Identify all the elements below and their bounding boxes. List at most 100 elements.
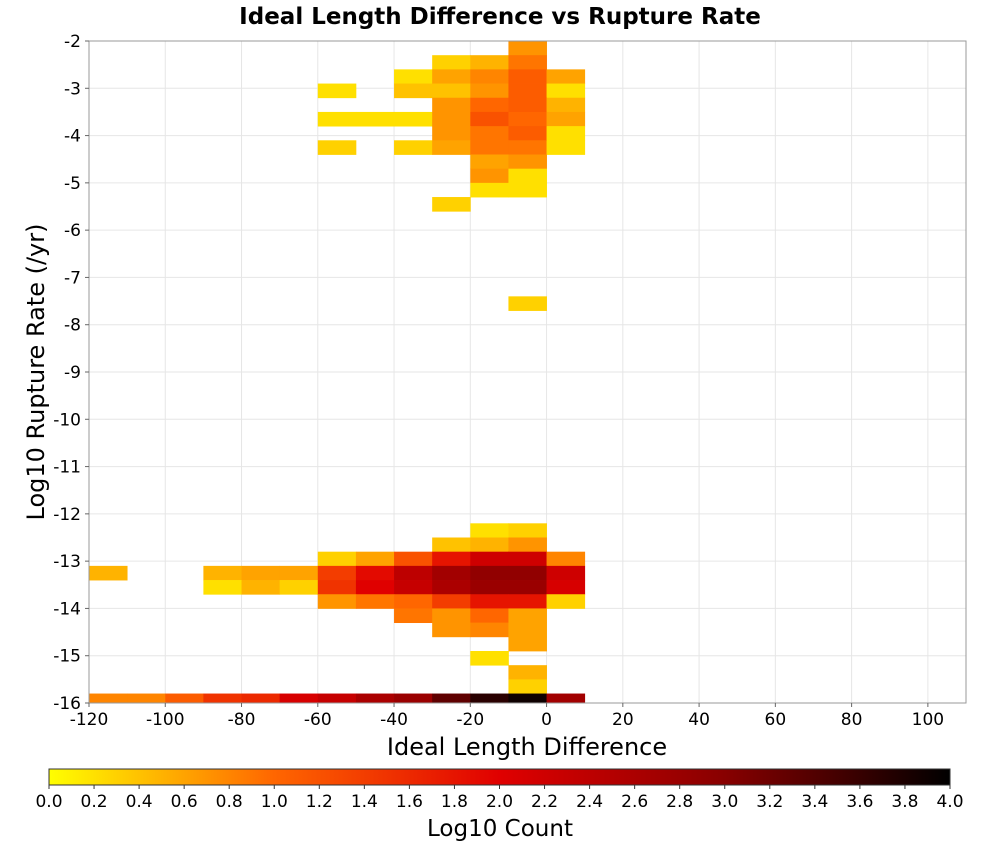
heatmap-cell <box>546 69 586 84</box>
heatmap-cell <box>470 565 509 581</box>
y-tick-label: -10 <box>53 410 81 430</box>
y-tick-label: -6 <box>64 221 81 241</box>
heatmap-cell <box>470 650 509 666</box>
heatmap-cell <box>546 97 586 113</box>
heatmap-cell <box>546 565 586 581</box>
x-tick-label: 40 <box>688 710 710 730</box>
heatmap-cell <box>508 140 547 155</box>
heatmap-cell <box>508 41 547 56</box>
heatmap-cell <box>317 83 357 99</box>
colorbar-tick-label: 3.4 <box>801 792 828 812</box>
heatmap-cell <box>508 126 547 141</box>
heatmap-cell <box>432 608 471 624</box>
heatmap-cell <box>355 594 395 609</box>
heatmap-cell <box>432 97 471 113</box>
heatmap-cell <box>89 565 128 581</box>
x-tick-label: -20 <box>456 710 484 730</box>
heatmap-cell <box>508 580 547 595</box>
colorbar-tick-label: 1.0 <box>261 792 288 812</box>
heatmap-cell <box>508 622 547 638</box>
chart-title: Ideal Length Difference vs Rupture Rate <box>239 4 761 30</box>
heatmap-cell <box>470 83 509 99</box>
colorbar <box>48 768 951 786</box>
heatmap-cell <box>508 679 547 694</box>
heatmap-cell <box>470 551 509 567</box>
y-tick-label: -9 <box>64 363 81 383</box>
heatmap-cell <box>508 665 547 680</box>
y-tick-label: -2 <box>64 32 81 52</box>
heatmap-cells <box>89 41 586 703</box>
x-tick-label: -40 <box>380 710 408 730</box>
colorbar-tick-label: 0.0 <box>35 792 62 812</box>
heatmap-cell <box>432 693 471 703</box>
heatmap-cell <box>394 693 433 703</box>
x-tick-label: -120 <box>70 710 109 730</box>
x-tick-label: -100 <box>146 710 185 730</box>
heatmap-cell <box>432 537 471 553</box>
heatmap-cell <box>394 594 433 609</box>
x-tick-label: 20 <box>612 710 634 730</box>
colorbar-ticks: 0.0 0.2 0.4 0.6 0.8 1.0 1.2 1.4 1.6 1.8 2.0 2.2 2.4 2… <box>35 785 964 812</box>
colorbar-tick-label: 1.2 <box>306 792 333 812</box>
heatmap-cell <box>355 693 395 703</box>
heatmap-cell <box>546 693 586 703</box>
heatmap-cell <box>470 580 509 595</box>
colorbar-label: Log10 Count <box>427 816 573 842</box>
heatmap-cell <box>432 565 471 581</box>
colorbar-tick-label: 0.6 <box>171 792 198 812</box>
heatmap-cell <box>432 126 471 141</box>
colorbar-tick-label: 2.4 <box>576 792 603 812</box>
heatmap-cell <box>203 580 242 595</box>
heatmap-cell <box>546 551 586 567</box>
heatmap-cell <box>279 580 319 595</box>
heatmap-cell <box>432 55 471 70</box>
y-tick-label: -4 <box>64 127 81 147</box>
heatmap-cell <box>546 140 586 155</box>
y-tick-label: -8 <box>64 316 81 336</box>
heatmap-cell <box>241 565 281 581</box>
heatmap-cell <box>508 565 547 581</box>
y-tick-label: -11 <box>53 458 81 478</box>
x-tick-label: 80 <box>841 710 863 730</box>
heatmap-cell <box>203 565 242 581</box>
heatmap-cell <box>432 580 471 595</box>
heatmap-cell <box>508 636 547 652</box>
heatmap-cell <box>508 154 547 170</box>
colorbar-tick-label: 3.2 <box>756 792 783 812</box>
heatmap-cell <box>355 565 395 581</box>
heatmap-cell <box>317 111 357 127</box>
heatmap-cell <box>470 55 509 70</box>
colorbar-tick-label: 1.4 <box>351 792 378 812</box>
heatmap-cell <box>470 622 509 638</box>
heatmap-cell <box>279 565 319 581</box>
heatmap-cell <box>127 693 166 703</box>
heatmap-cell <box>394 551 433 567</box>
heatmap-cell <box>546 111 586 127</box>
heatmap-cell <box>470 97 509 113</box>
heatmap-cell <box>165 693 204 703</box>
heatmap-cell <box>394 140 433 155</box>
heatmap-cell <box>470 608 509 624</box>
colorbar-tick-label: 3.8 <box>891 792 918 812</box>
heatmap-cell <box>432 551 471 567</box>
heatmap-cell <box>546 126 586 141</box>
heatmap-cell <box>241 580 281 595</box>
heatmap-cell <box>317 140 357 155</box>
colorbar-tick-label: 3.6 <box>846 792 873 812</box>
y-tick-label: -14 <box>53 599 81 619</box>
heatmap-cell <box>317 693 357 703</box>
colorbar-tick-label: 0.8 <box>216 792 243 812</box>
heatmap-cell <box>508 523 547 538</box>
heatmap-cell <box>432 197 471 212</box>
colorbar-tick-label: 2.8 <box>666 792 693 812</box>
heatmap-cell <box>470 140 509 155</box>
heatmap-cell <box>317 551 357 567</box>
heatmap-cell <box>394 580 433 595</box>
heatmap-cell <box>508 551 547 567</box>
heatmap-cell <box>432 622 471 638</box>
heatmap-cell <box>279 693 319 703</box>
heatmap-cell <box>241 693 281 703</box>
colorbar-tick-label: 0.2 <box>81 792 108 812</box>
heatmap-cell <box>546 594 586 609</box>
